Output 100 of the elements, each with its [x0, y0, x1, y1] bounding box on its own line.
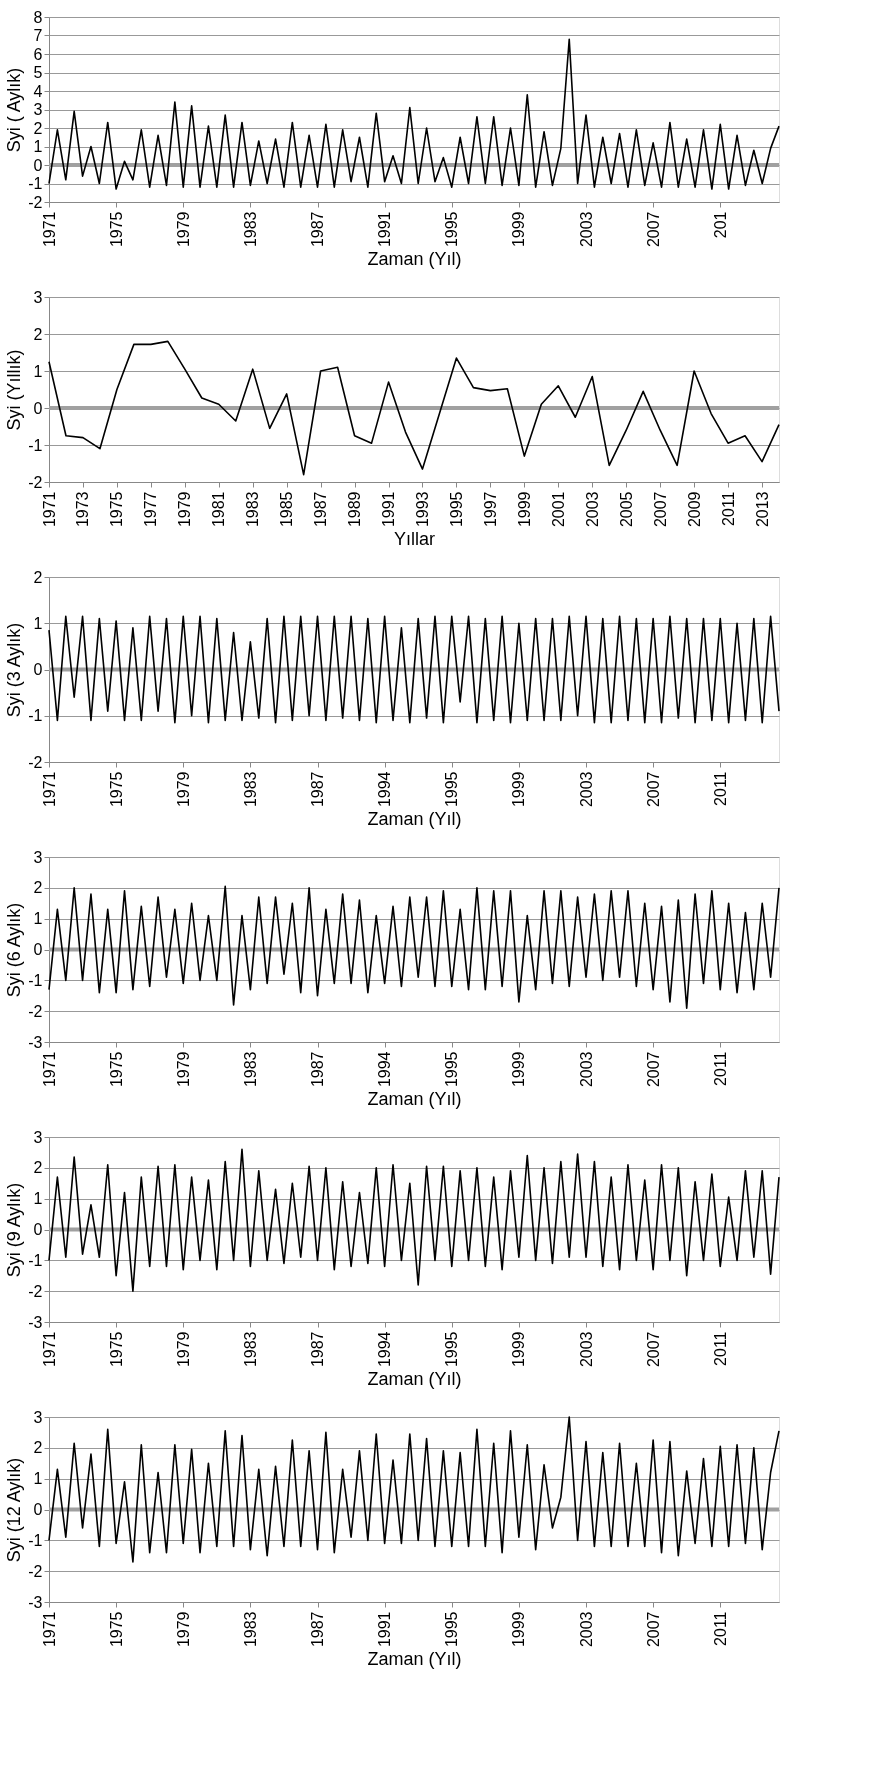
y-tick-label: 1: [33, 362, 43, 380]
x-tick-label: 1971: [40, 771, 58, 808]
y-tick-label: -2: [28, 193, 43, 211]
y-tick-label: 3: [33, 848, 43, 866]
y-tick-label: -3: [28, 1593, 43, 1611]
x-tick-label: 2007: [644, 1611, 662, 1648]
y-tick-label: 2: [33, 325, 43, 343]
x-tick-label: 2003: [577, 1331, 595, 1368]
line-series: [48, 615, 780, 724]
y-tick-label: 3: [33, 1128, 43, 1146]
x-tick-label: 1993: [413, 491, 431, 528]
x-tick-label: 201: [711, 211, 729, 239]
y-tick-label: 1: [33, 910, 43, 928]
x-tick-label: 2011: [711, 1611, 729, 1646]
x-tick-label: 2003: [577, 211, 595, 248]
x-tick-label: 1994: [376, 1051, 394, 1088]
x-tick-label: 1987: [309, 771, 327, 808]
x-tick-label: 1989: [346, 491, 364, 528]
y-tick-label: 1: [33, 138, 43, 155]
line-series: [48, 38, 780, 190]
x-axis-title: Zaman (Yıl): [367, 249, 462, 270]
x-tick-label: 2007: [644, 1051, 662, 1088]
x-axis-title: Yıllar: [393, 529, 436, 550]
x-tick-label: 1983: [241, 1331, 259, 1368]
x-tick-label: 1971: [40, 1331, 58, 1368]
x-tick-label: 1977: [142, 491, 160, 528]
x-tick-label: 1999: [510, 1051, 528, 1088]
y-axis-title: Syi (Yıllık): [4, 349, 25, 431]
x-tick-label: 1973: [74, 491, 92, 528]
x-tick-label: 2007: [644, 211, 662, 248]
x-tick-label: 1983: [244, 491, 262, 528]
x-tick-label: 2011: [711, 1331, 729, 1366]
x-tick-label: 1999: [510, 1331, 528, 1368]
x-tick-label: 2007: [644, 1331, 662, 1368]
x-tick-label: 1995: [443, 211, 461, 248]
x-tick-label: 1987: [309, 1331, 327, 1368]
x-tick-label: 1987: [312, 491, 330, 528]
x-tick-label: 1975: [107, 1051, 125, 1088]
y-tick-label: 3: [33, 1408, 43, 1426]
x-tick-label: 1997: [481, 491, 499, 528]
x-tick-label: 1981: [210, 491, 228, 528]
x-tick-label: 1995: [447, 491, 465, 528]
y-axis-title: Syi ( Aylık): [4, 67, 25, 153]
line-series: [48, 1148, 780, 1292]
x-tick-label: 1991: [376, 1611, 394, 1648]
y-tick-label: 2: [33, 1439, 43, 1457]
y-tick-label: -3: [28, 1033, 43, 1051]
y-tick-label: -2: [28, 1282, 43, 1300]
x-tick-label: 1999: [515, 491, 533, 528]
x-tick-label: 1999: [510, 211, 528, 248]
y-tick-label: 0: [33, 1501, 43, 1518]
x-axis-title: Zaman (Yıl): [367, 1369, 462, 1390]
x-tick-label: 1987: [309, 1611, 327, 1648]
x-tick-label: 1987: [309, 211, 327, 248]
x-tick-label: 2003: [577, 1051, 595, 1088]
y-axis-title: Syi (6 Aylık): [4, 902, 25, 998]
y-tick-label: 0: [33, 941, 43, 958]
x-tick-label: 1991: [380, 491, 398, 528]
x-tick-label: 1975: [107, 1331, 125, 1368]
y-tick-label: 0: [33, 399, 43, 417]
x-tick-label: 2011: [711, 771, 729, 806]
x-tick-label: 1979: [174, 1331, 192, 1368]
y-tick-label: 6: [33, 45, 43, 63]
x-tick-label: 1991: [376, 211, 394, 248]
x-axis-title: Zaman (Yıl): [367, 1649, 462, 1670]
x-tick-label: 2011: [711, 1051, 729, 1086]
y-tick-label: 4: [33, 82, 43, 100]
y-tick-label: 0: [33, 1221, 43, 1238]
x-tick-label: 1995: [443, 771, 461, 808]
x-tick-label: 1995: [443, 1611, 461, 1648]
x-tick-label: 1983: [241, 1051, 259, 1088]
x-tick-label: 2007: [651, 491, 669, 528]
x-tick-label: 2003: [577, 771, 595, 808]
y-tick-label: 8: [33, 8, 43, 26]
y-tick-label: 2: [33, 568, 43, 586]
y-tick-label: 0: [33, 156, 43, 174]
line-series: [48, 340, 780, 476]
x-tick-label: 1995: [443, 1331, 461, 1368]
line-series: [48, 885, 780, 1009]
y-tick-label: -1: [28, 175, 43, 192]
x-tick-label: 1971: [40, 1611, 58, 1648]
x-tick-label: 1995: [443, 1051, 461, 1088]
x-tick-label: 1979: [174, 771, 192, 808]
y-tick-label: -3: [28, 1313, 43, 1331]
y-tick-label: 7: [33, 27, 43, 44]
x-tick-label: 1971: [40, 211, 58, 248]
x-tick-label: 2009: [685, 491, 703, 528]
y-tick-label: -1: [28, 707, 43, 725]
y-tick-label: 5: [33, 64, 43, 81]
x-tick-label: 1983: [241, 771, 259, 808]
y-tick-label: 3: [33, 288, 43, 306]
x-tick-label: 1975: [108, 491, 126, 528]
x-tick-label: 2001: [549, 491, 567, 528]
x-tick-label: 1983: [241, 1611, 259, 1648]
y-tick-label: 1: [33, 614, 43, 632]
x-tick-label: 1971: [40, 491, 58, 528]
x-tick-label: 2013: [753, 491, 771, 528]
x-tick-label: 1985: [278, 491, 296, 528]
x-tick-label: 1999: [510, 1611, 528, 1648]
y-tick-label: 0: [33, 661, 43, 678]
